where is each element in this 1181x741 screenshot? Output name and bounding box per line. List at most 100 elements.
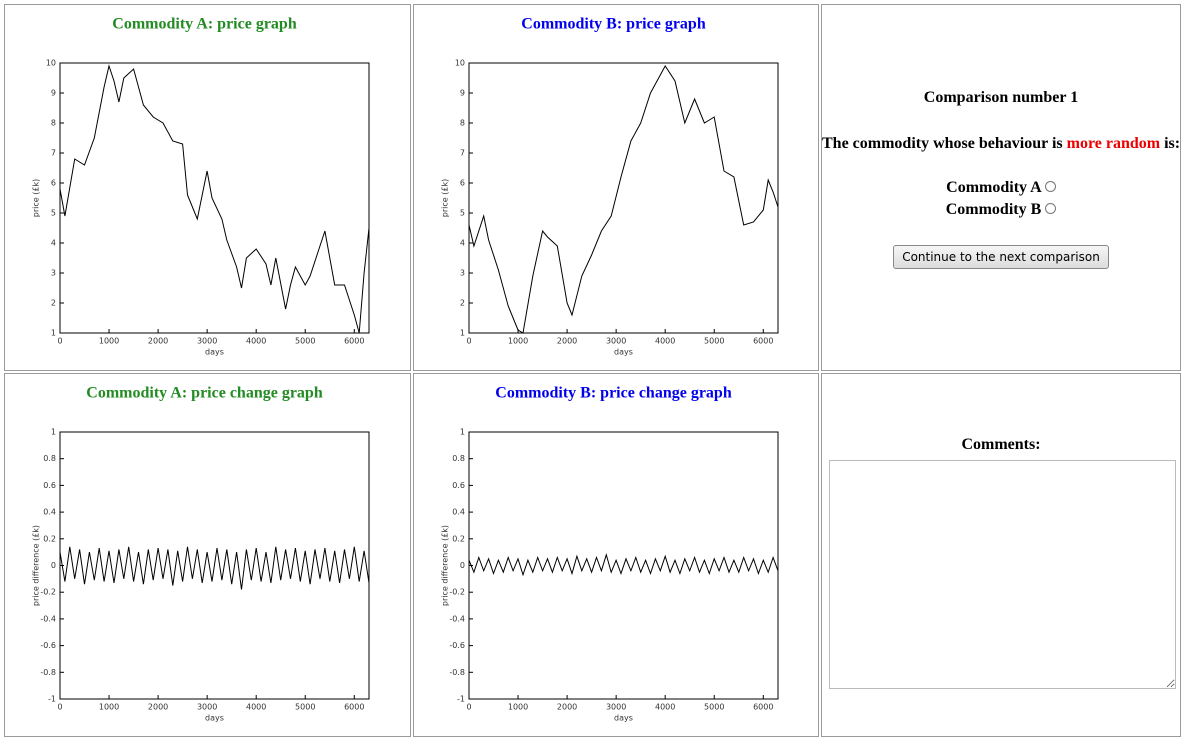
x-tick-label: 6000 <box>753 337 773 346</box>
question-text: is: <box>1160 135 1181 152</box>
x-tick-label: 6000 <box>344 703 364 712</box>
x-tick-label: 4000 <box>246 703 266 712</box>
x-tick-label: 3000 <box>197 703 217 712</box>
question-text: The commodity whose behaviour is <box>822 135 1067 152</box>
y-tick-label: 7 <box>460 149 465 158</box>
x-tick-label: 2000 <box>557 337 577 346</box>
plot-frame <box>59 62 370 334</box>
x-tick-label: 2000 <box>148 703 168 712</box>
y-tick-label: 3 <box>460 269 465 278</box>
x-tick-label: 5000 <box>295 703 315 712</box>
comments-label: Comments: <box>961 436 1041 453</box>
y-tick-label: 7 <box>51 149 56 158</box>
y-axis-label: price (£k) <box>32 179 41 217</box>
x-tick-label: 4000 <box>246 337 266 346</box>
comments-box[interactable] <box>829 460 1176 689</box>
x-tick-label: 6000 <box>344 337 364 346</box>
x-tick-label: 0 <box>57 703 62 712</box>
y-tick-label: 1 <box>51 428 56 437</box>
y-tick-label: 6 <box>460 179 465 188</box>
y-tick-label: -1 <box>457 695 465 704</box>
y-tick-label: 0.4 <box>43 508 56 517</box>
y-tick-label: -0.6 <box>40 641 56 650</box>
chart: Commodity A: price change graph 0 1000 2000… <box>32 385 370 723</box>
plot-frame <box>468 62 779 334</box>
x-tick-label: 1000 <box>508 337 528 346</box>
y-tick-label: 1 <box>460 428 465 437</box>
y-tick-label: 0.6 <box>43 481 56 490</box>
x-tick-label: 1000 <box>99 703 119 712</box>
x-tick-label: 2000 <box>148 337 168 346</box>
y-tick-label: 9 <box>460 89 465 98</box>
chart: Commodity B: price change graph 0 1000 2000… <box>441 385 779 723</box>
x-tick-label: 6000 <box>753 703 773 712</box>
continue-button[interactable]: Continue to the next comparison <box>893 245 1109 269</box>
y-tick-label: 0 <box>460 561 465 570</box>
x-axis-label: days <box>205 714 224 723</box>
x-tick-label: 1000 <box>99 337 119 346</box>
y-tick-label: -0.6 <box>449 641 465 650</box>
y-tick-label: 0.8 <box>452 454 465 463</box>
x-tick-label: 0 <box>466 703 471 712</box>
panel: Commodity B: price graph 0 1000 2000 3000 400… <box>413 4 819 371</box>
y-tick-label: 0.2 <box>452 534 465 543</box>
y-axis-label: price (£k) <box>441 179 450 217</box>
y-tick-label: 10 <box>46 59 56 68</box>
y-tick-label: -0.2 <box>40 588 56 597</box>
x-tick-label: 5000 <box>295 337 315 346</box>
y-tick-label: 0.8 <box>43 454 56 463</box>
chart-title: Commodity A: price graph <box>112 16 297 33</box>
x-tick-label: 0 <box>57 337 62 346</box>
x-tick-label: 1000 <box>508 703 528 712</box>
chart-title: Commodity A: price change graph <box>86 385 323 402</box>
x-tick-label: 5000 <box>704 703 724 712</box>
x-tick-label: 0 <box>466 337 471 346</box>
chart: Commodity B: price graph 0 1000 2000 3000 400… <box>441 16 779 357</box>
y-axis-label: price difference (£k) <box>32 525 41 606</box>
y-tick-label: 6 <box>51 179 56 188</box>
y-tick-label: -0.8 <box>40 668 56 677</box>
data-line <box>59 546 370 590</box>
y-tick-label: 3 <box>51 269 56 278</box>
data-line <box>468 553 779 577</box>
x-tick-label: 4000 <box>655 337 675 346</box>
y-tick-label: 5 <box>460 209 465 218</box>
y-tick-label: 4 <box>51 239 56 248</box>
y-tick-label: 2 <box>460 299 465 308</box>
data-line <box>59 64 370 334</box>
comments-panel: Comments: <box>821 373 1181 737</box>
x-axis-label: days <box>614 714 633 723</box>
panel: Commodity A: price change graph 0 1000 2000… <box>4 373 411 737</box>
chart-title: Commodity B: price graph <box>521 16 706 33</box>
y-tick-label: 10 <box>455 59 465 68</box>
x-tick-label: 3000 <box>606 337 626 346</box>
question-panel: Comparison number 1 The commodity whose … <box>821 4 1181 371</box>
y-tick-label: 1 <box>51 329 56 338</box>
y-tick-label: 8 <box>460 119 465 128</box>
y-tick-label: -0.8 <box>449 668 465 677</box>
y-tick-label: -0.2 <box>449 588 465 597</box>
radio[interactable] <box>1044 181 1056 192</box>
y-tick-label: 1 <box>460 329 465 338</box>
x-tick-label: 2000 <box>557 703 577 712</box>
question-emphasis: more random <box>1066 135 1161 152</box>
radio[interactable] <box>1045 203 1057 214</box>
x-tick-label: 3000 <box>606 703 626 712</box>
x-axis-label: days <box>205 348 224 357</box>
y-tick-label: -0.4 <box>449 614 465 623</box>
y-tick-label: 0.2 <box>43 534 56 543</box>
y-tick-label: 9 <box>51 89 56 98</box>
x-axis-label: days <box>614 348 633 357</box>
y-tick-label: 2 <box>51 299 56 308</box>
y-tick-label: 8 <box>51 119 56 128</box>
chart: Commodity A: price graph 0 1000 2000 3000 400… <box>32 16 370 357</box>
heading: Comparison number 1 <box>923 89 1079 106</box>
y-tick-label: 4 <box>460 239 465 248</box>
option-label: Commodity B <box>945 201 1042 218</box>
option: Commodity B <box>822 201 1180 219</box>
panel: Commodity B: price change graph 0 1000 2000… <box>413 373 819 737</box>
y-tick-label: -0.4 <box>40 614 56 623</box>
data-line <box>468 65 779 334</box>
x-tick-label: 4000 <box>655 703 675 712</box>
